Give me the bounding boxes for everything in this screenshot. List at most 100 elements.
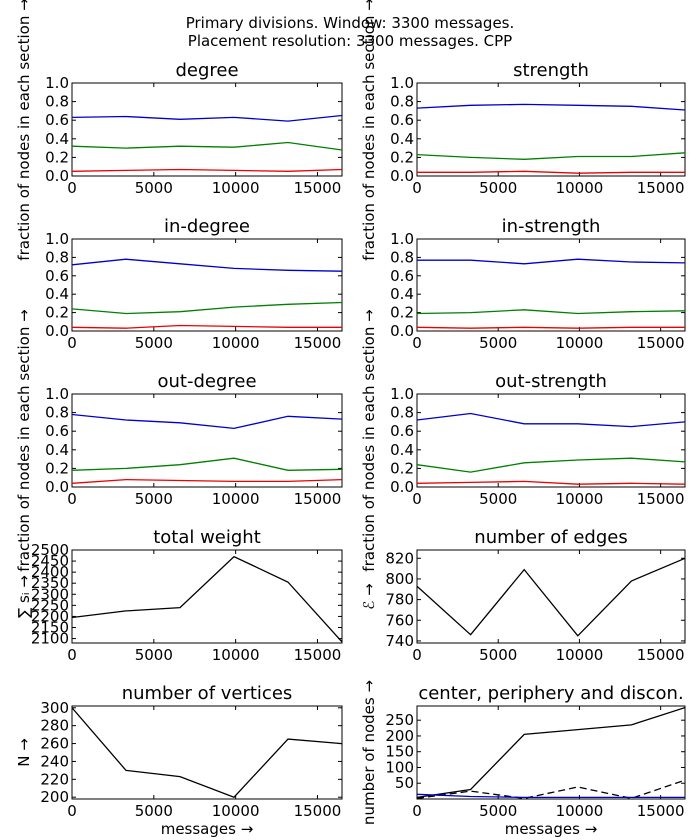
x-tick-label: 15000	[294, 490, 342, 508]
chart-title: number of vertices	[122, 683, 293, 704]
y-tick-label: 0.6	[45, 267, 69, 285]
y-tick-label: 0.2	[45, 304, 69, 322]
y-tick-label: 0.4	[390, 130, 414, 148]
y-tick-label: 0.8	[45, 404, 69, 422]
y-tick-label: 240	[40, 752, 69, 770]
y-tick-label: 1.0	[45, 385, 69, 403]
chart-title: out-degree	[157, 371, 256, 392]
axes-frame	[416, 705, 686, 800]
series-line-2	[417, 309, 685, 315]
y-tick-label: 2500	[31, 541, 69, 559]
y-tick-label: 0.2	[390, 148, 414, 166]
axes-frame	[416, 393, 686, 488]
x-tick-label: 15000	[294, 646, 342, 664]
y-tick-label: 0.0	[45, 322, 69, 340]
y-tick-label: 150	[385, 743, 414, 761]
series-line-3	[72, 324, 342, 329]
x-tick-label: 5000	[135, 646, 173, 664]
y-tick-label: 0.0	[45, 167, 69, 185]
x-tick-label: 0	[67, 179, 77, 197]
x-tick-label: 10000	[212, 802, 260, 820]
y-tick-label: 0.4	[390, 285, 414, 303]
figure-title-line-1: Primary divisions. Window: 3300 messages…	[186, 14, 515, 32]
y-tick-label: 0.0	[45, 478, 69, 496]
y-tick-label: 0.6	[390, 111, 414, 129]
x-tick-label: 15000	[637, 646, 685, 664]
axes-frame	[71, 238, 343, 332]
x-tick-label: 5000	[135, 802, 173, 820]
series-line-1	[417, 412, 685, 428]
y-tick-label: 260	[40, 735, 69, 753]
axes-frame	[71, 549, 343, 644]
chart-title: out-strength	[495, 371, 607, 392]
x-tick-label: 5000	[135, 490, 173, 508]
series-line-1	[417, 557, 685, 637]
y-tick-label: 0.4	[390, 441, 414, 459]
y-tick-label: 50	[395, 774, 414, 792]
chart-number-of-edges: number of edges 0 5000 10000 15000 740 760 780 8…	[360, 527, 686, 664]
y-tick-label: 280	[40, 717, 69, 735]
x-tick-label: 10000	[212, 490, 260, 508]
y-tick-label: 0.2	[45, 148, 69, 166]
x-tick-label: 10000	[556, 334, 604, 352]
figure-title-line-2: Placement resolution: 3300 messages. CPP	[188, 32, 512, 50]
y-tick-label: 2100	[31, 630, 69, 648]
y-axis-label: ℰ →	[360, 583, 378, 609]
x-tick-label: 0	[412, 334, 422, 352]
x-tick-label: 0	[412, 490, 422, 508]
series-line-3	[417, 793, 685, 799]
chart-title: strength	[513, 60, 589, 81]
x-tick-label: 0	[67, 802, 77, 820]
y-axis-label: ∑ sᵢ →	[15, 575, 33, 618]
axes-frame	[71, 705, 343, 800]
x-tick-label: 0	[412, 646, 422, 664]
series-line-1	[72, 555, 342, 643]
x-tick-label: 0	[67, 646, 77, 664]
y-tick-label: 0.6	[45, 111, 69, 129]
y-tick-label: 0.4	[45, 441, 69, 459]
y-tick-label: 0.6	[390, 267, 414, 285]
x-tick-label: 15000	[637, 802, 685, 820]
x-tick-label: 0	[67, 334, 77, 352]
y-tick-label: 0.4	[45, 285, 69, 303]
x-tick-label: 10000	[556, 802, 604, 820]
chart-title: in-strength	[502, 216, 601, 237]
series-line-2	[417, 152, 685, 160]
x-tick-label: 15000	[294, 334, 342, 352]
y-tick-label: 820	[385, 549, 414, 567]
x-tick-label: 5000	[479, 802, 517, 820]
x-tick-label: 0	[412, 179, 422, 197]
x-tick-label: 5000	[479, 490, 517, 508]
y-tick-label: 300	[40, 699, 69, 717]
y-tick-label: 0.8	[45, 93, 69, 111]
y-axis-label: fraction of nodes in each section →	[360, 0, 378, 261]
y-tick-label: 1.0	[45, 74, 69, 92]
chart-title: total weight	[153, 527, 261, 548]
y-axis-label: N →	[15, 738, 33, 767]
axes-frame	[71, 393, 343, 488]
y-tick-label: 250	[385, 711, 414, 729]
y-axis-label: number of nodes →	[360, 680, 378, 825]
y-tick-label: 200	[40, 788, 69, 806]
y-axis-label: fraction of nodes in each section →	[15, 0, 33, 261]
y-tick-label: 800	[385, 570, 414, 588]
y-tick-label: 0.6	[45, 422, 69, 440]
y-tick-label: 0.2	[390, 304, 414, 322]
series-line-1	[417, 706, 685, 799]
y-tick-label: 0.8	[390, 248, 414, 266]
axes-frame	[416, 549, 686, 644]
series-line-1	[417, 258, 685, 265]
y-tick-label: 780	[385, 591, 414, 609]
series-line-1	[72, 707, 342, 798]
x-tick-label: 10000	[212, 334, 260, 352]
y-tick-label: 2350	[31, 574, 69, 592]
chart-in-strength: in-strength 0 5000 10000 15000 0.00.20.40.60.…	[390, 216, 686, 352]
y-tick-label: 0.0	[390, 167, 414, 185]
x-tick-label: 15000	[637, 179, 685, 197]
